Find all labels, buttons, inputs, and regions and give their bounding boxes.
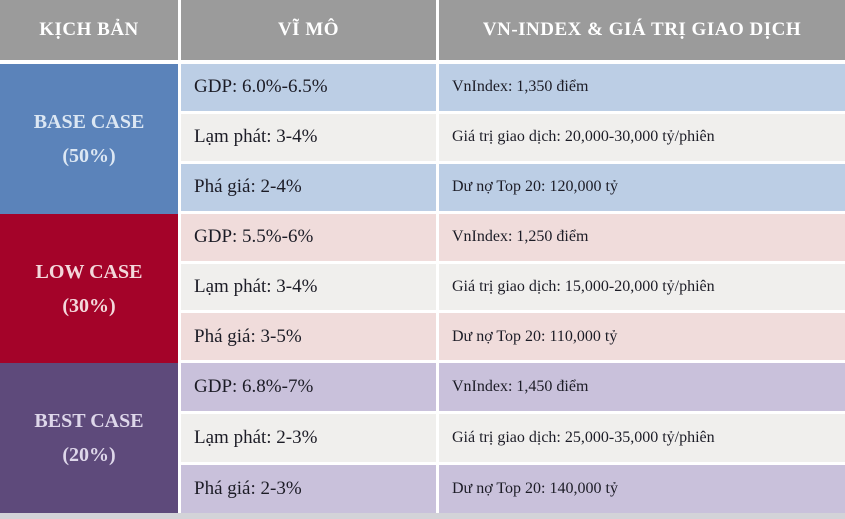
table-row: Phá giá: 2-3% Dư nợ Top 20: 140,000 tỷ: [181, 465, 845, 514]
market-cell: VnIndex: 1,250 điểm: [439, 213, 845, 261]
section-rows: GDP: 6.0%-6.5% VnIndex: 1,350 điểm Lạm p…: [181, 64, 845, 214]
table-body: BASE CASE (50%) GDP: 6.0%-6.5% VnIndex: …: [0, 64, 845, 514]
table-row: Lạm phát: 3-4% Giá trị giao dịch: 15,000…: [181, 263, 845, 311]
macro-cell: Lạm phát: 3-4%: [181, 263, 436, 311]
case-name: BEST CASE: [34, 410, 144, 433]
macro-cell: GDP: 6.8%-7%: [181, 363, 436, 412]
market-cell: Giá trị giao dịch: 25,000-35,000 tỷ/phiê…: [439, 414, 845, 463]
macro-cell: Lạm phát: 2-3%: [181, 414, 436, 463]
column-header-vi-mo: VĨ MÔ: [181, 0, 436, 60]
market-cell: Dư nợ Top 20: 140,000 tỷ: [439, 465, 845, 514]
table-row: Phá giá: 3-5% Dư nợ Top 20: 110,000 tỷ: [181, 313, 845, 361]
section-rows: GDP: 6.8%-7% VnIndex: 1,450 điểm Lạm phá…: [181, 363, 845, 514]
case-probability: (30%): [62, 294, 116, 317]
market-cell: Giá trị giao dịch: 15,000-20,000 tỷ/phiê…: [439, 263, 845, 311]
macro-cell: GDP: 5.5%-6%: [181, 213, 436, 261]
table-row: Phá giá: 2-4% Dư nợ Top 20: 120,000 tỷ: [181, 163, 845, 211]
macro-cell: GDP: 6.0%-6.5%: [181, 64, 436, 111]
section-low-case: LOW CASE (30%) GDP: 5.5%-6% VnIndex: 1,2…: [0, 213, 845, 364]
macro-cell: Phá giá: 2-4%: [181, 163, 436, 211]
case-probability: (50%): [62, 144, 116, 167]
section-base-case: BASE CASE (50%) GDP: 6.0%-6.5% VnIndex: …: [0, 64, 845, 214]
table-row: GDP: 5.5%-6% VnIndex: 1,250 điểm: [181, 213, 845, 261]
case-cell-best: BEST CASE (20%): [0, 363, 178, 514]
table-bottom-border: [0, 513, 845, 519]
case-name: LOW CASE: [35, 260, 143, 283]
section-best-case: BEST CASE (20%) GDP: 6.8%-7% VnIndex: 1,…: [0, 363, 845, 514]
market-cell: VnIndex: 1,450 điểm: [439, 363, 845, 412]
column-divider: [178, 363, 181, 514]
section-rows: GDP: 5.5%-6% VnIndex: 1,250 điểm Lạm phá…: [181, 213, 845, 364]
case-cell-low: LOW CASE (30%): [0, 213, 178, 364]
market-cell: Dư nợ Top 20: 120,000 tỷ: [439, 163, 845, 211]
column-header-kich-ban: KỊCH BẢN: [0, 0, 178, 60]
table-header-row: KỊCH BẢN VĨ MÔ VN-INDEX & GIÁ TRỊ GIAO D…: [0, 0, 845, 60]
table-row: GDP: 6.8%-7% VnIndex: 1,450 điểm: [181, 363, 845, 412]
header-divider: [0, 60, 845, 64]
column-header-vnindex: VN-INDEX & GIÁ TRỊ GIAO DỊCH: [439, 0, 845, 60]
case-name: BASE CASE: [33, 110, 145, 133]
table-row: Lạm phát: 3-4% Giá trị giao dịch: 20,000…: [181, 113, 845, 161]
table-row: GDP: 6.0%-6.5% VnIndex: 1,350 điểm: [181, 64, 845, 111]
table-row: Lạm phát: 2-3% Giá trị giao dịch: 25,000…: [181, 414, 845, 463]
case-probability: (20%): [62, 444, 116, 467]
market-cell: VnIndex: 1,350 điểm: [439, 64, 845, 111]
macro-cell: Phá giá: 2-3%: [181, 465, 436, 514]
column-divider: [178, 213, 181, 364]
column-divider: [178, 64, 181, 214]
market-cell: Dư nợ Top 20: 110,000 tỷ: [439, 313, 845, 361]
case-cell-base: BASE CASE (50%): [0, 64, 178, 214]
macro-cell: Lạm phát: 3-4%: [181, 113, 436, 161]
market-cell: Giá trị giao dịch: 20,000-30,000 tỷ/phiê…: [439, 113, 845, 161]
macro-cell: Phá giá: 3-5%: [181, 313, 436, 361]
